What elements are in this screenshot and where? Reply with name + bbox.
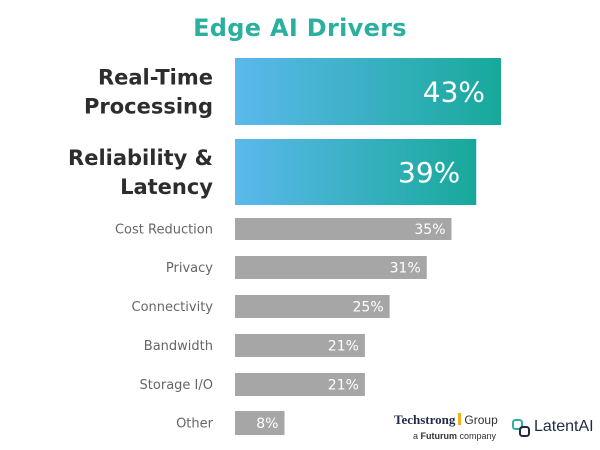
category-label-line: Reliability & [68,146,213,170]
latentai-logo-text: LatentAI [534,418,594,435]
bar-0 [235,58,501,125]
category-label-2: Cost Reduction [115,223,213,238]
category-label-line: Latency [120,175,213,199]
bar-2 [235,218,452,240]
techstrong-brand-text: Techstrong [394,412,456,427]
category-label-line: Real-Time [98,66,213,90]
category-label-line: Privacy [166,261,213,276]
category-label-line: Bandwidth [144,339,213,354]
bar-5 [235,334,365,357]
techstrong-logo: Techstrong Group [394,412,498,428]
latentai-logo-icon [512,419,530,437]
techstrong-group-text: Group [464,413,498,427]
bar-3 [235,256,427,279]
bar-6 [235,373,365,396]
category-label-line: Connectivity [132,300,214,315]
techstrong-divider [458,413,462,425]
category-label-0: Real-Time Processing [84,66,213,119]
bar-7 [235,411,285,435]
value-label-6: 21% [328,378,359,394]
value-label-4: 25% [353,300,384,316]
category-label-7: Other [176,417,214,432]
bar-4 [235,295,390,318]
value-label-0: 43% [423,76,485,109]
category-label-6: Storage I/O [140,378,213,393]
category-label-1: Reliability & Latency [68,146,213,199]
category-label-line: Storage I/O [140,378,213,393]
techstrong-subtitle: a Futurum company [413,431,497,441]
value-label-7: 8% [256,416,278,432]
category-label-3: Privacy [166,261,213,276]
category-label-line: Processing [84,95,213,119]
value-label-3: 31% [390,261,421,277]
futurum-text: Futurum [420,431,458,441]
value-label-2: 35% [414,222,445,238]
sponsor-logos: Techstrong Group a Futurum company Latent… [380,408,595,448]
category-label-5: Bandwidth [144,339,213,354]
category-label-4: Connectivity [132,300,214,315]
category-label-line: Other [176,417,214,432]
category-label-line: Cost Reduction [115,223,213,238]
value-label-1: 39% [398,156,460,189]
chart-title: Edge AI Drivers [193,14,407,42]
bar-1 [235,139,477,205]
value-label-5: 21% [328,339,359,355]
